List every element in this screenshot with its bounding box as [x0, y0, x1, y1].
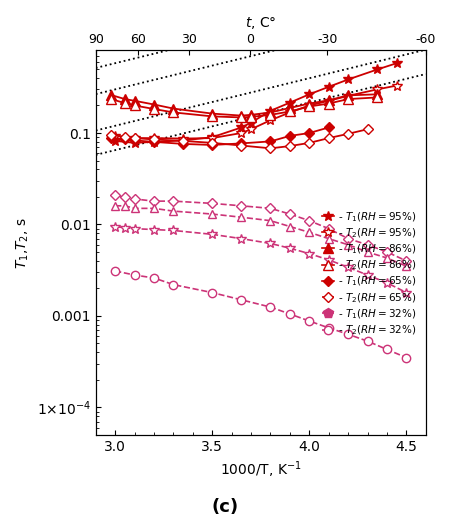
X-axis label: 1000/T, K$^{-1}$: 1000/T, K$^{-1}$: [220, 460, 302, 480]
Y-axis label: $T_1$,$T_2$, s: $T_1$,$T_2$, s: [15, 217, 32, 269]
Text: (c): (c): [212, 498, 239, 516]
X-axis label: $t$, C°: $t$, C°: [245, 15, 276, 31]
Legend: - $T_1(RH=95\%)$, - $T_2(RH=95\%)$, - $T_1(RH=86\%)$, - $T_2(RH=86\%)$, - $T_1(R: - $T_1(RH=95\%)$, - $T_2(RH=95\%)$, - $T…: [318, 206, 421, 341]
